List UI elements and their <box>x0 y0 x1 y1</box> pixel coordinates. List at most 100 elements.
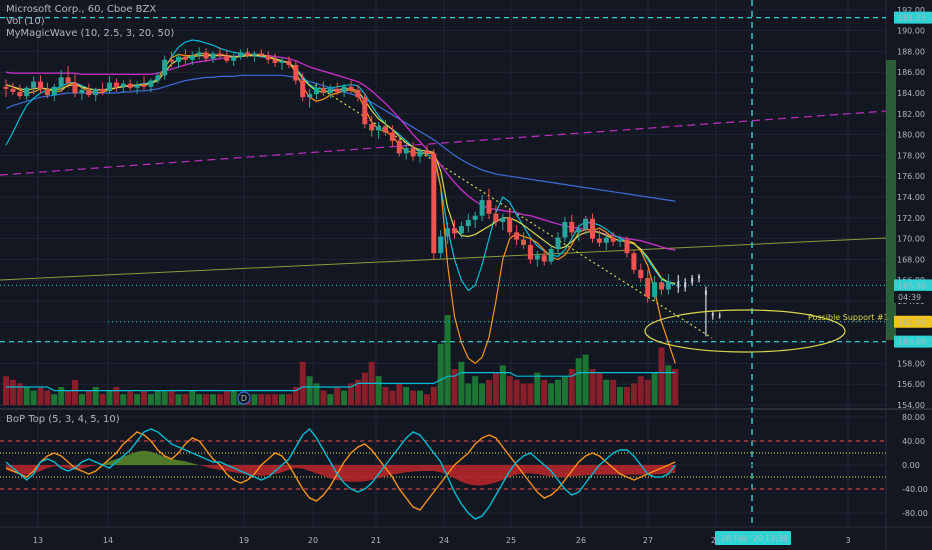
projection-candle-body <box>704 290 707 295</box>
price-tick-label: 186.00 <box>897 68 925 77</box>
candle-body <box>631 253 637 270</box>
candle-body <box>148 80 154 87</box>
candle-body <box>527 244 533 260</box>
volume-bar <box>78 394 85 405</box>
candle-body <box>562 221 568 238</box>
volume-bar <box>382 387 389 405</box>
volume-bar <box>113 387 120 405</box>
candle-body <box>155 75 161 81</box>
candle-body <box>438 236 444 254</box>
oscillator-legend[interactable]: BoP Top (5, 3, 4, 5, 10) <box>6 414 120 425</box>
volume-bar <box>555 379 561 405</box>
volume-bar <box>589 369 596 405</box>
volume-badge-circle[interactable] <box>237 391 251 405</box>
volume-bar <box>582 354 589 405</box>
volume-bar <box>58 387 65 405</box>
volume-legend[interactable]: Vol (10) <box>6 16 45 27</box>
candle-body <box>493 213 499 222</box>
volume-bar <box>154 390 161 405</box>
time-tick-label: 13 <box>33 536 43 545</box>
candle-body <box>403 148 409 154</box>
price-tick-label: 154.00 <box>897 401 925 410</box>
volume-bar <box>44 390 51 405</box>
candle-body <box>251 53 257 56</box>
candle-body <box>479 200 485 216</box>
osc-tick-label: 80.00 <box>902 413 925 422</box>
volume-bar <box>30 390 37 405</box>
volume-bar <box>513 379 520 405</box>
price-tick-label: 180.00 <box>897 131 925 140</box>
candle-body <box>610 237 616 242</box>
candle-body <box>541 255 547 262</box>
volume-bar <box>403 387 410 405</box>
osc-negative-area <box>6 465 676 486</box>
candle-body <box>576 229 582 233</box>
volume-bar <box>175 394 182 405</box>
candle-body <box>465 219 471 227</box>
candle-body <box>334 88 340 92</box>
candle-body <box>507 217 513 233</box>
volume-badge-label: D <box>241 394 247 403</box>
volume-bar <box>444 315 451 405</box>
candle-body <box>383 126 388 133</box>
volume-bar <box>92 387 99 405</box>
candle-body <box>141 84 147 87</box>
volume-bar <box>299 361 306 405</box>
volume-bar <box>265 394 272 405</box>
volume-bar <box>410 390 417 405</box>
projection-candle-body <box>691 278 694 283</box>
volume-bar <box>258 394 265 405</box>
volume-bar <box>127 390 134 405</box>
candle-body <box>348 86 354 90</box>
candle-body <box>603 237 609 243</box>
symbol-legend[interactable]: Microsoft Corp., 60, Cboe BZX <box>6 4 157 15</box>
volume-bar <box>272 394 279 405</box>
support-ellipse <box>644 309 846 353</box>
price-axis-badge <box>894 11 932 24</box>
volume-bar <box>354 379 361 405</box>
candle-body <box>327 88 333 93</box>
volume-bar <box>285 394 292 405</box>
volume-bar <box>417 390 423 405</box>
candle-body <box>210 53 216 59</box>
candle-body <box>31 81 37 88</box>
volume-bar <box>472 376 479 405</box>
price-axis-badge-label: 162.00 <box>898 318 926 327</box>
volume-bar <box>341 390 348 405</box>
volume-bar <box>292 387 299 405</box>
candle-body <box>58 77 64 87</box>
volume-bar <box>230 390 237 405</box>
volume-bar <box>568 369 575 405</box>
candle-body <box>107 82 112 91</box>
price-tick-label: 182.00 <box>897 110 925 119</box>
candle-body <box>500 217 506 222</box>
candle-body <box>224 55 230 61</box>
candle-body <box>17 91 23 97</box>
volume-bar <box>506 376 513 405</box>
projection-candle-body <box>677 281 680 288</box>
candle-body <box>307 94 313 98</box>
volume-bar <box>617 387 624 405</box>
volume-bar <box>23 387 30 405</box>
indicator-legend[interactable]: MyMagicWave (10, 2.5, 3, 20, 50) <box>6 28 175 39</box>
osc-tick-label: -40.00 <box>902 485 928 494</box>
candle-body <box>472 215 478 220</box>
candle-body <box>417 151 423 157</box>
volume-bar <box>541 379 548 405</box>
candle-body <box>65 77 71 83</box>
volume-bar <box>16 383 23 405</box>
price-axis-badge-label: 165.50 <box>898 281 926 290</box>
volume-bar <box>161 390 168 405</box>
candle-body <box>590 218 595 239</box>
volume-bar <box>72 379 78 405</box>
candle-body <box>341 86 347 92</box>
volume-bar <box>375 376 382 405</box>
volume-average-line <box>6 372 676 392</box>
volume-bar <box>313 383 320 405</box>
price-tick-label: 158.00 <box>897 359 925 368</box>
candle-body <box>24 87 30 97</box>
volume-bar <box>251 394 258 405</box>
volume-bar <box>610 379 617 405</box>
candle-body <box>245 52 250 56</box>
